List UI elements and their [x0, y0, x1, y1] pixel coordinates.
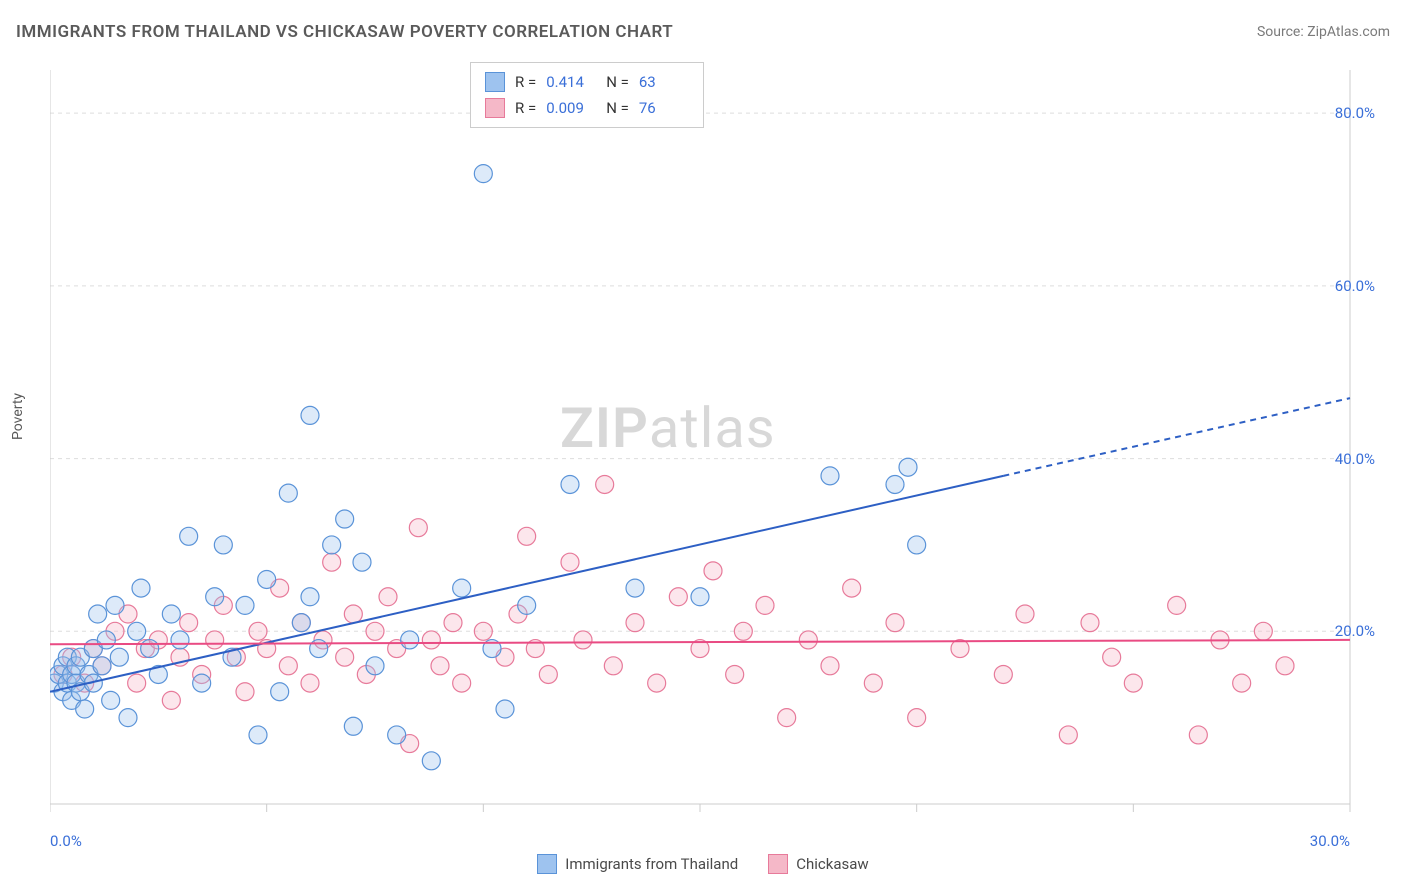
n-value: 63 [639, 73, 689, 91]
chart-header: IMMIGRANTS FROM THAILAND VS CHICKASAW PO… [16, 22, 1390, 42]
r-value: 0.009 [546, 99, 596, 117]
x-tick-label: 30.0% [1310, 832, 1350, 850]
y-tick-label: 80.0% [1335, 104, 1375, 122]
x-tick-label: 0.0% [50, 832, 82, 850]
legend-swatch [485, 72, 505, 92]
chart-area: 20.0%40.0%60.0%80.0% 0.0%30.0% [50, 60, 1370, 820]
legend-swatch [537, 854, 557, 874]
n-label: N = [606, 99, 629, 117]
chart-title: IMMIGRANTS FROM THAILAND VS CHICKASAW PO… [16, 22, 673, 42]
legend-swatch [768, 854, 788, 874]
n-value: 76 [639, 99, 689, 117]
chart-source: Source: ZipAtlas.com [1257, 24, 1390, 40]
r-label: R = [515, 99, 536, 117]
y-tick-label: 40.0% [1335, 450, 1375, 468]
y-tick-label: 20.0% [1335, 622, 1375, 640]
y-tick-label: 60.0% [1335, 277, 1375, 295]
y-axis-label: Poverty [10, 393, 26, 440]
correlation-row: R = 0.009 N = 76 [485, 95, 689, 121]
correlation-legend: R = 0.414 N = 63 R = 0.009 N = 76 [470, 62, 704, 128]
series-legend: Immigrants from Thailand Chickasaw [0, 854, 1406, 874]
correlation-row: R = 0.414 N = 63 [485, 69, 689, 95]
scatter-plot [50, 60, 1370, 820]
n-label: N = [606, 73, 629, 91]
legend-item: Immigrants from Thailand [537, 854, 738, 874]
legend-item: Chickasaw [768, 854, 868, 874]
legend-label: Chickasaw [796, 855, 868, 873]
legend-swatch [485, 98, 505, 118]
legend-label: Immigrants from Thailand [565, 855, 738, 873]
r-label: R = [515, 73, 536, 91]
r-value: 0.414 [546, 73, 596, 91]
